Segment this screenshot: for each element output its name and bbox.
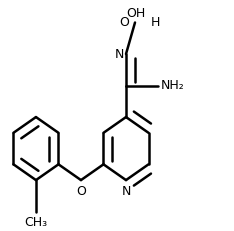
Text: O: O bbox=[76, 185, 86, 198]
Text: NH₂: NH₂ bbox=[161, 79, 185, 92]
Text: OH: OH bbox=[127, 7, 146, 20]
Text: H: H bbox=[151, 16, 160, 29]
Text: N: N bbox=[121, 185, 131, 198]
Text: O: O bbox=[120, 16, 129, 29]
Text: N: N bbox=[114, 48, 124, 61]
Text: CH₃: CH₃ bbox=[24, 216, 48, 229]
